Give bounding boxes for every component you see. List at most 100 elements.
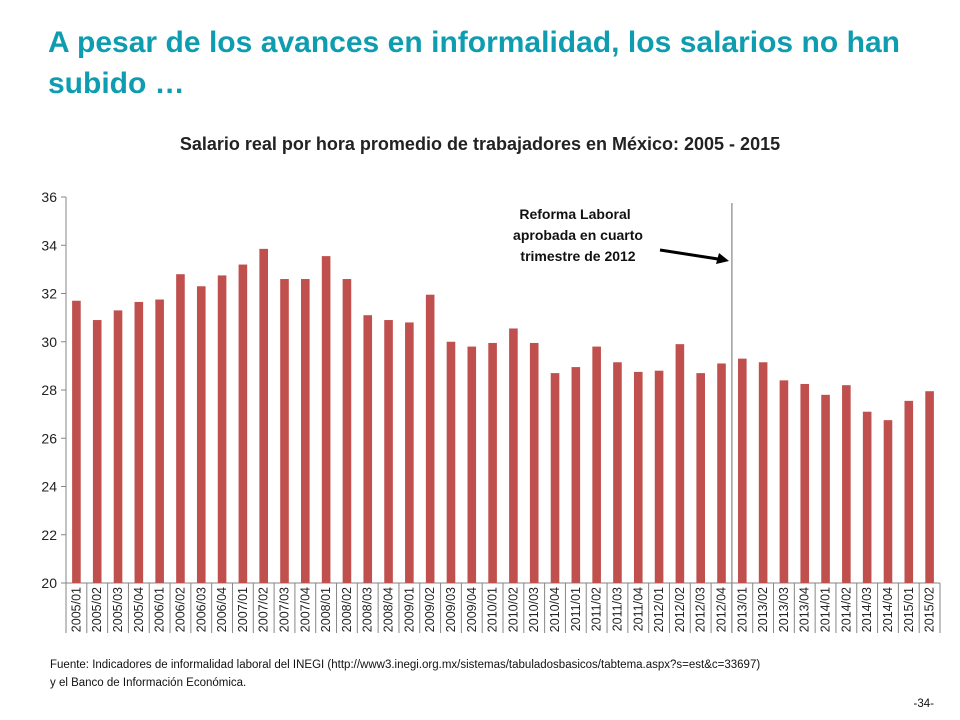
bar bbox=[800, 383, 810, 583]
bar bbox=[842, 385, 851, 583]
bar bbox=[321, 256, 331, 583]
x-tick-label: 2015/02 bbox=[923, 587, 937, 632]
x-tick-label: 2015/01 bbox=[902, 587, 916, 632]
bar bbox=[425, 294, 435, 583]
bar bbox=[571, 367, 581, 583]
x-tick-label: 2010/04 bbox=[548, 587, 562, 632]
bar bbox=[217, 275, 227, 583]
bar bbox=[925, 391, 934, 583]
bar bbox=[821, 394, 830, 583]
y-tick-label: 22 bbox=[41, 527, 57, 543]
x-tick-label: 2007/03 bbox=[278, 587, 292, 632]
x-tick-label: 2011/01 bbox=[569, 587, 583, 631]
y-tick-label: 20 bbox=[41, 575, 57, 591]
y-axis: 20 22 24 26 28 30 32 34 36 bbox=[41, 189, 67, 591]
bar bbox=[675, 344, 685, 583]
bar bbox=[758, 362, 768, 583]
reform-annotation: Reforma Laboral aprobada en cuarto trime… bbox=[513, 206, 729, 264]
x-tick-label: 2008/01 bbox=[319, 587, 333, 632]
x-tick-label: 2013/03 bbox=[777, 587, 791, 632]
bar bbox=[592, 346, 601, 583]
x-tick-label: 2008/04 bbox=[382, 587, 396, 632]
x-tick-label: 2010/02 bbox=[506, 587, 520, 632]
bar bbox=[550, 373, 560, 583]
bar bbox=[717, 363, 726, 583]
y-tick-label: 32 bbox=[41, 286, 57, 302]
bar bbox=[405, 322, 414, 583]
bar bbox=[384, 320, 393, 583]
x-tick-label: 2013/01 bbox=[735, 587, 749, 632]
y-tick-label: 30 bbox=[41, 334, 57, 350]
x-tick-label: 2008/02 bbox=[340, 587, 354, 632]
source-line-2: y el Banco de Información Económica. bbox=[50, 677, 247, 689]
bar bbox=[696, 373, 705, 583]
y-tick-label: 28 bbox=[41, 382, 57, 398]
bar bbox=[779, 380, 789, 583]
y-tick-label: 36 bbox=[41, 189, 57, 205]
x-tick-label: 2008/03 bbox=[361, 587, 375, 632]
x-axis: 2005/01 2005/02 2005/03 2005/04 2006/01 2006/… bbox=[65, 582, 941, 633]
annotation-line-2: aprobada en cuarto bbox=[513, 227, 643, 243]
x-tick-label: 2009/01 bbox=[402, 587, 416, 632]
x-tick-label: 2011/02 bbox=[590, 587, 604, 631]
page-number: -34- bbox=[913, 698, 934, 710]
bar bbox=[113, 310, 123, 583]
x-tick-label: 2012/03 bbox=[694, 587, 708, 632]
bar bbox=[529, 342, 539, 583]
bar bbox=[363, 315, 373, 583]
bar bbox=[196, 286, 206, 583]
bar bbox=[176, 274, 185, 583]
x-tick-label: 2011/04 bbox=[631, 587, 645, 631]
bar bbox=[883, 420, 893, 583]
source-line-1: Fuente: Indicadores de informalidad labo… bbox=[50, 659, 761, 671]
x-tick-label: 2005/02 bbox=[90, 587, 104, 632]
x-tick-label: 2014/02 bbox=[839, 587, 853, 632]
y-tick-label: 24 bbox=[41, 479, 57, 495]
bar bbox=[633, 371, 643, 583]
x-tick-label: 2005/03 bbox=[111, 587, 125, 632]
x-tick-label: 2005/04 bbox=[132, 587, 146, 632]
x-tick-label: 2009/02 bbox=[423, 587, 437, 632]
x-tick-label: 2014/03 bbox=[860, 587, 874, 632]
bar bbox=[155, 299, 164, 583]
x-tick-label: 2011/03 bbox=[610, 587, 624, 631]
x-tick-label: 2006/04 bbox=[215, 587, 229, 632]
bar bbox=[238, 264, 248, 583]
x-tick-label: 2007/02 bbox=[257, 587, 271, 632]
source-note: Fuente: Indicadores de informalidad labo… bbox=[50, 656, 930, 692]
annotation-arrow-head bbox=[716, 253, 729, 264]
x-tick-label: 2005/01 bbox=[69, 587, 83, 632]
y-tick-label: 34 bbox=[41, 237, 57, 253]
bar bbox=[862, 411, 872, 583]
bar bbox=[342, 279, 352, 583]
bar bbox=[654, 370, 664, 583]
bar bbox=[446, 341, 456, 583]
x-tick-label: 2010/03 bbox=[527, 587, 541, 632]
bars bbox=[72, 203, 934, 633]
chart-title: Salario real por hora promedio de trabaj… bbox=[180, 134, 780, 154]
bar bbox=[301, 279, 310, 583]
annotation-arrow-line bbox=[659, 248, 719, 261]
bar bbox=[72, 300, 81, 583]
bar bbox=[613, 362, 622, 583]
x-tick-label: 2010/01 bbox=[486, 587, 500, 632]
x-tick-label: 2012/01 bbox=[652, 587, 666, 632]
x-tick-label: 2014/04 bbox=[881, 587, 895, 632]
x-tick-label: 2013/04 bbox=[798, 587, 812, 632]
bar bbox=[904, 400, 914, 583]
bar bbox=[488, 342, 497, 583]
bar bbox=[509, 328, 518, 583]
bar bbox=[259, 248, 268, 583]
x-tick-label: 2007/01 bbox=[236, 587, 250, 632]
bar bbox=[134, 301, 144, 583]
annotation-line-3: trimestre de 2012 bbox=[520, 248, 635, 264]
x-tick-label: 2006/01 bbox=[153, 587, 167, 632]
x-tick-label: 2012/04 bbox=[715, 587, 729, 632]
annotation-line-1: Reforma Laboral bbox=[519, 206, 630, 222]
slide-title: A pesar de los avances en informalidad, … bbox=[48, 26, 900, 100]
x-tick-label: 2006/02 bbox=[173, 587, 187, 632]
bar bbox=[280, 279, 289, 583]
y-tick-label: 26 bbox=[41, 430, 57, 446]
x-tick-label: 2014/01 bbox=[819, 587, 833, 632]
